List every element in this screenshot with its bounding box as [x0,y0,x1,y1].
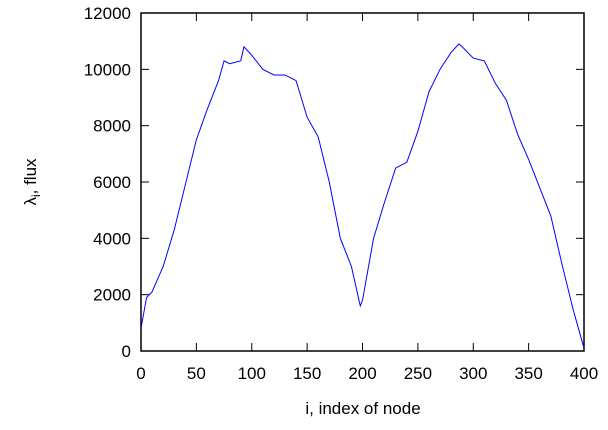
y-tick-label: 10000 [84,60,131,79]
y-axis-label: λi, flux [21,158,43,206]
x-tick-label: 200 [348,364,376,383]
y-tick-label: 4000 [93,229,131,248]
x-tick-label: 150 [293,364,321,383]
line [140,43,585,349]
x-tick-label: 300 [459,364,487,383]
y-tick-label: 12000 [84,4,131,23]
x-tick-label: 400 [570,364,598,383]
x-axis-label: i, index of node [305,399,420,418]
y-tick-label: 0 [122,342,131,361]
x-tick-label: 100 [238,364,266,383]
x-tick-label: 0 [136,364,145,383]
x-tick-label: 250 [404,364,432,383]
x-tick-label: 50 [187,364,206,383]
x-tick-label: 350 [514,364,542,383]
y-tick-label: 6000 [93,173,131,192]
y-tick-label: 8000 [93,117,131,136]
y-tick-label: 2000 [93,286,131,305]
plot-frame [140,12,585,352]
